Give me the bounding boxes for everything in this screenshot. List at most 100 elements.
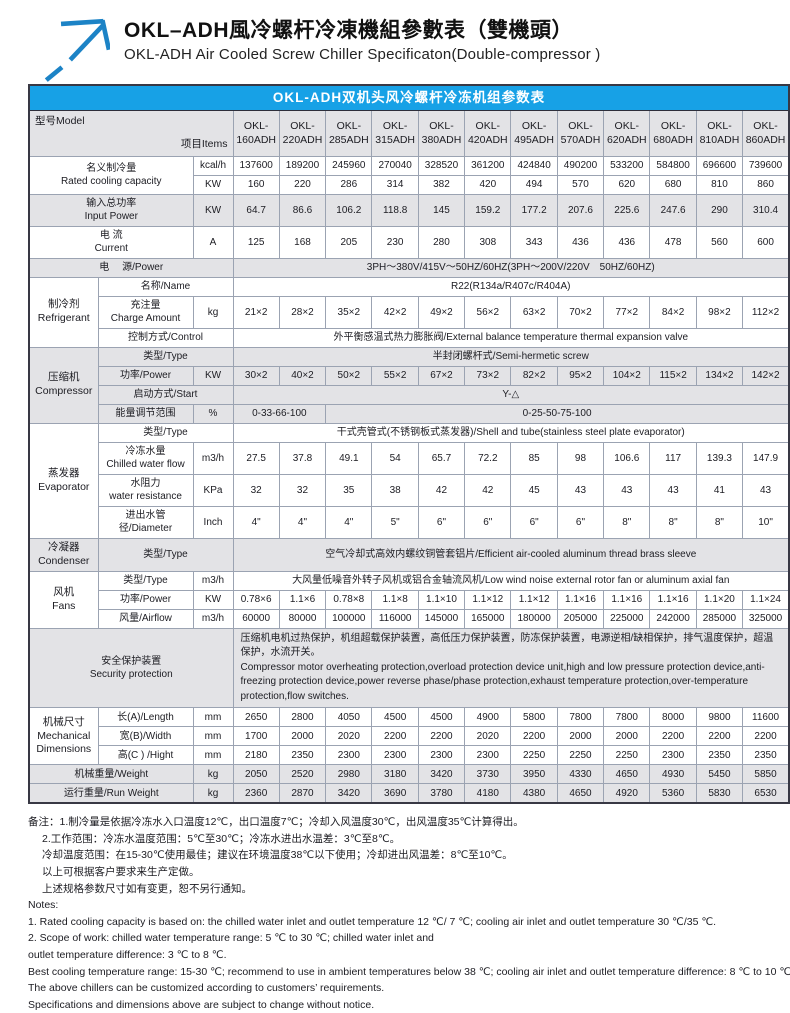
model-column-header: OKL- 860ADH — [742, 109, 790, 157]
value-cell: 3420 — [325, 783, 373, 804]
value-cell: 6" — [417, 505, 466, 539]
notes-section: 备注：1.制冷量是依据冷冻水入口温度12℃，出口温度7℃；冷却入风温度30℃，出… — [0, 804, 790, 1013]
value-cell: 2250 — [603, 745, 651, 766]
value-cell: 116000 — [371, 608, 419, 629]
note-line-zh: 上述规格参数尺寸如有变更，恕不另行通知。 — [42, 882, 252, 895]
value-cell: 2000 — [603, 726, 651, 747]
value-cell: 1.1×6 — [278, 589, 327, 610]
table-row: 风量/Airflow m3/h 60000 80000 100000 116000 1450… — [29, 608, 790, 629]
value-cell: 5450 — [695, 764, 744, 785]
value-cell: 55×2 — [371, 365, 419, 386]
note-line-en: 2. Scope of work: chilled water temperat… — [28, 932, 434, 945]
value-cell: 2000 — [278, 726, 327, 747]
value-cell: 85 — [510, 441, 558, 475]
value-cell: 100000 — [325, 608, 373, 629]
table-wrapper: OKL-ADH双机头风冷螺杆冷冻机组参数表 型号Model 项目Items OKL- … — [0, 84, 790, 805]
value-cell: 6530 — [742, 783, 790, 804]
value-cell: 3690 — [371, 783, 419, 804]
value-cell: 40×2 — [278, 365, 327, 386]
value-cell: 43 — [556, 473, 605, 507]
value-cell: 37.8 — [278, 441, 327, 475]
value-cell: 41 — [695, 473, 744, 507]
value-cell: 4650 — [603, 764, 651, 785]
value-cell: 1.1×16 — [649, 589, 697, 610]
value-cell: 533200 — [603, 155, 651, 176]
value-cell: 220 — [278, 174, 327, 195]
merged-value-cell: 外平衡感温式热力膨胀阀/External balance temperature… — [232, 327, 790, 348]
value-cell: 2520 — [278, 764, 327, 785]
value-cell: 245960 — [325, 155, 373, 176]
title-block: OKL–ADH風冷螺杆冷凍機組參數表（雙機頭） OKL-ADH Air Cool… — [124, 12, 601, 63]
value-cell: 5830 — [695, 783, 744, 804]
value-cell: 285000 — [695, 608, 744, 629]
value-cell: 314 — [371, 174, 419, 195]
value-cell: 5360 — [649, 783, 697, 804]
row-label-cell: 冷冻水量 Chilled water flow — [97, 441, 194, 475]
value-cell: 696600 — [695, 155, 744, 176]
value-cell: 205 — [325, 225, 373, 259]
value-cell: 35 — [325, 473, 373, 507]
value-cell: 343 — [510, 225, 558, 259]
value-cell: 328520 — [417, 155, 466, 176]
unit-cell: KW — [192, 193, 234, 227]
value-cell: 1.1×8 — [371, 589, 419, 610]
value-cell: 2650 — [232, 707, 280, 728]
value-cell: 35×2 — [325, 295, 373, 329]
doc-header: OKL–ADH風冷螺杆冷凍機組參數表（雙機頭） OKL-ADH Air Cool… — [0, 0, 790, 84]
merged-value-cell: 0-33-66-100 — [232, 403, 327, 424]
value-cell: 180000 — [510, 608, 558, 629]
value-cell: 60000 — [232, 608, 280, 629]
value-cell: 98 — [556, 441, 605, 475]
note-line-zh: 2.工作范围：冷冻水温度范围：5℃至30℃；冷冻水进出水温差：3℃至8℃。 — [42, 832, 401, 845]
row-label-cell: 类型/Type — [97, 422, 234, 443]
model-column-header: OKL- 315ADH — [371, 109, 419, 157]
table-row: 风机 Fans 类型/Type m3/h 大风量低噪音外转子风机或铝合金轴流风机/Lo… — [28, 570, 790, 629]
note-line-en: 1. Rated cooling capacity is based on: t… — [28, 915, 717, 928]
row-label-cell: 宽(B)/Width — [97, 726, 194, 747]
value-cell: 2020 — [464, 726, 512, 747]
row-label-cell: 控制方式/Control — [97, 327, 234, 348]
corner-model-label: 型号Model — [35, 114, 85, 127]
row-label-cell: 运行重量/Run Weight — [28, 783, 194, 804]
row-label-cell: 功率/Power — [97, 365, 194, 386]
value-cell: 8" — [649, 505, 697, 539]
value-cell: 49.1 — [325, 441, 373, 475]
value-cell: 230 — [371, 225, 419, 259]
value-cell: 2200 — [510, 726, 558, 747]
value-cell: 3420 — [417, 764, 466, 785]
value-cell: 739600 — [742, 155, 790, 176]
value-cell: 106.2 — [325, 193, 373, 227]
value-cell: 45 — [510, 473, 558, 507]
value-cell: 2200 — [695, 726, 744, 747]
merged-value-cell: Y-△ — [232, 384, 790, 405]
value-cell: 9800 — [695, 707, 744, 728]
note-line-zh: 备注：1.制冷量是依据冷冻水入口温度12℃，出口温度7℃；冷却入风温度30℃，出… — [28, 816, 524, 829]
row-label-cell: 充注量 Charge Amount — [97, 295, 194, 329]
table-row: 冷凝器 Condenser 类型/Type 空气冷却式高效内螺纹铜管套铝片/Effi… — [28, 537, 790, 572]
row-label-cell: 电 源/Power — [28, 257, 234, 278]
row-label-cell: 电 流 Current — [28, 225, 194, 259]
value-cell: 4500 — [371, 707, 419, 728]
value-cell: 242000 — [649, 608, 697, 629]
table-row: 功率/Power KW 30×2 40×2 50×2 55×2 67×2 73×2 82×2 95… — [29, 365, 790, 386]
value-cell: 1.1×24 — [742, 589, 790, 610]
value-cell: 2350 — [742, 745, 790, 766]
unit-cell: m3/h — [192, 608, 234, 629]
value-cell: 436 — [603, 225, 651, 259]
value-cell: 145000 — [417, 608, 466, 629]
value-cell: 67×2 — [417, 365, 466, 386]
value-cell: 436 — [556, 225, 605, 259]
unit-cell: % — [192, 403, 234, 424]
value-cell: 2200 — [417, 726, 466, 747]
table-row: 高(C ) /Hight mm 2180 2350 2300 2300 2300 2300 22… — [29, 745, 790, 766]
merged-value-cell: 0-25-50-75-100 — [325, 403, 790, 424]
table-row: 制冷剂 Refrigerant 名称/Name R22(R134a/R407c/R4… — [28, 276, 790, 348]
value-cell: 28×2 — [278, 295, 327, 329]
notes-en: Notes: 1. Rated cooling capacity is based… — [28, 897, 790, 1013]
row-label-cell: 功率/Power — [97, 589, 194, 610]
note-line-en: outlet temperature difference: 3 ℃ to 8 … — [28, 948, 227, 961]
value-cell: 43 — [742, 473, 790, 507]
row-label-cell: 安全保护装置 Security protection — [28, 627, 234, 709]
value-cell: 6" — [556, 505, 605, 539]
spec-table: OKL-ADH双机头风冷螺杆冷冻机组参数表 型号Model 项目Items OKL- … — [28, 84, 790, 805]
